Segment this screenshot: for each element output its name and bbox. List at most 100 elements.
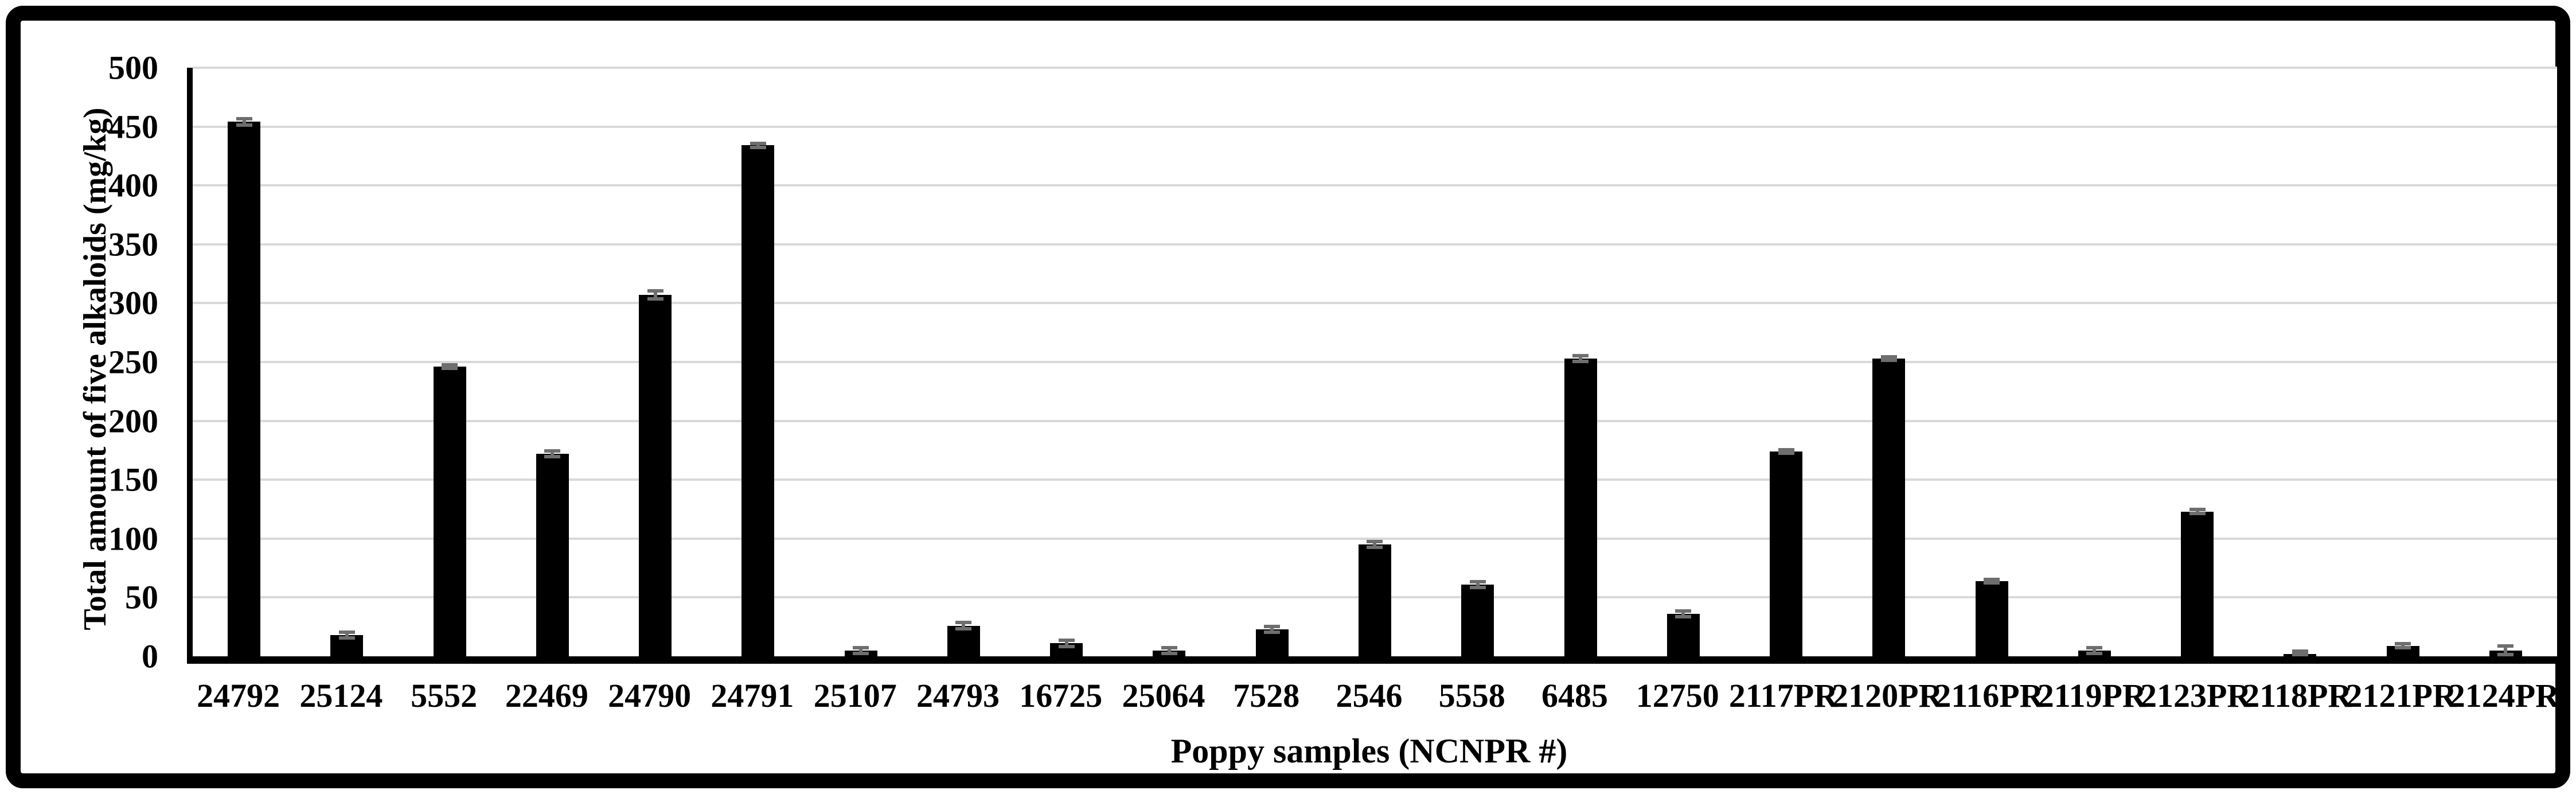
- y-tick-label-500: 500: [108, 49, 158, 87]
- bar-slot-25124: [295, 68, 398, 656]
- bar-slot-2116PR: [1940, 68, 2043, 656]
- error-bar-16725: [1064, 639, 1068, 648]
- y-tick-label-450: 450: [108, 108, 158, 146]
- error-cap-bottom-25124: [338, 636, 355, 640]
- bar-5558: [1461, 584, 1494, 656]
- error-bar-2119PR: [2093, 645, 2097, 655]
- error-cap-bottom-2117PR: [1778, 452, 1794, 456]
- error-cap-top-7528: [1264, 624, 1281, 628]
- error-bar-5552: [448, 363, 452, 371]
- error-cap-bottom-25107: [853, 651, 869, 655]
- error-cap-bottom-2116PR: [1984, 581, 2000, 585]
- x-tick-label-25124: 25124: [299, 677, 383, 714]
- error-cap-top-24793: [955, 621, 972, 625]
- x-tick-label-2120PR: 2120PR: [1832, 677, 1943, 714]
- y-tick-label-250: 250: [108, 343, 158, 381]
- error-bar-2120PR: [1887, 355, 1891, 362]
- x-tick-label-2119PR: 2119PR: [2037, 677, 2146, 714]
- error-cap-top-12750: [1675, 609, 1692, 613]
- x-axis-title: Poppy samples (NCNPR #): [1170, 732, 1568, 770]
- error-cap-bottom-7528: [1264, 630, 1281, 635]
- bar-slot-2124PR: [2454, 68, 2557, 656]
- gridline-150: [193, 478, 2557, 481]
- x-tick-label-24792: 24792: [197, 677, 280, 714]
- error-cap-bottom-22469: [544, 455, 561, 459]
- x-tick-label-12750: 12750: [1636, 677, 1719, 714]
- error-cap-top-2121PR: [2395, 642, 2411, 646]
- bar-slot-24792: [193, 68, 295, 656]
- y-tick-label-50: 50: [125, 578, 158, 616]
- gridline-200: [193, 419, 2557, 422]
- error-cap-top-22469: [544, 449, 561, 453]
- bar-2120PR: [1872, 358, 1906, 656]
- error-cap-top-25124: [338, 630, 355, 634]
- bar-chart: Total amount of five alkaloids (mg/kg) 0…: [21, 21, 2559, 773]
- bar-22469: [536, 454, 569, 656]
- y-tick-label-350: 350: [108, 225, 158, 263]
- error-bar-2546: [1373, 539, 1377, 550]
- bar-slot-25107: [810, 68, 912, 656]
- error-cap-bottom-6485: [1572, 360, 1589, 364]
- bar-slot-2121PR: [2351, 68, 2454, 656]
- error-cap-top-2117PR: [1778, 447, 1794, 452]
- error-bar-2124PR: [2504, 644, 2508, 656]
- gridline-100: [193, 537, 2557, 540]
- error-cap-bottom-2118PR: [2292, 653, 2308, 656]
- error-cap-bottom-5552: [442, 367, 458, 371]
- error-cap-top-6485: [1572, 353, 1589, 357]
- bar-slot-12750: [1632, 68, 1735, 656]
- error-bar-5558: [1476, 579, 1480, 590]
- error-cap-bottom-25064: [1161, 651, 1177, 655]
- bar-24792: [228, 122, 261, 656]
- error-cap-top-16725: [1058, 639, 1075, 643]
- bar-24793: [947, 625, 980, 656]
- gridline-400: [193, 184, 2557, 187]
- x-tick-label-2123PR: 2123PR: [2140, 677, 2251, 714]
- x-tick-label-6485: 6485: [1541, 677, 1609, 714]
- bar-2123PR: [2181, 511, 2214, 656]
- bar-slot-24790: [604, 68, 707, 656]
- gridline-250: [193, 361, 2557, 363]
- error-bar-24793: [962, 621, 966, 630]
- error-cap-bottom-2120PR: [1880, 359, 1897, 362]
- bar-slot-7528: [1221, 68, 1324, 656]
- bar-slot-25064: [1118, 68, 1220, 656]
- error-cap-bottom-24790: [647, 297, 663, 301]
- x-tick-label-2118PR: 2118PR: [2243, 677, 2352, 714]
- error-cap-top-2116PR: [1984, 577, 2000, 581]
- y-tick-label-150: 150: [108, 461, 158, 499]
- y-tick-label-0: 0: [142, 637, 158, 675]
- error-bar-25124: [345, 630, 349, 640]
- error-cap-top-2119PR: [2086, 645, 2103, 649]
- error-cap-bottom-5558: [1469, 586, 1486, 590]
- error-cap-bottom-2124PR: [2497, 653, 2514, 656]
- error-bar-2117PR: [1784, 447, 1788, 456]
- error-cap-top-24791: [750, 142, 766, 146]
- error-bar-25107: [859, 645, 863, 655]
- error-cap-bottom-24792: [236, 123, 252, 127]
- error-cap-top-24792: [236, 117, 252, 121]
- bar-slot-5552: [399, 68, 501, 656]
- error-cap-bottom-16725: [1058, 644, 1075, 648]
- gridline-500: [193, 67, 2557, 69]
- y-axis-tick-labels: 0 50 100 150 200 250 300 350 400 450 500: [21, 49, 158, 675]
- error-cap-bottom-2123PR: [2189, 511, 2206, 515]
- bar-slot-2123PR: [2146, 68, 2249, 656]
- bar-slot-24791: [707, 68, 809, 656]
- error-bar-6485: [1579, 353, 1583, 364]
- bar-slot-16725: [1015, 68, 1118, 656]
- error-cap-top-2120PR: [1880, 355, 1897, 359]
- error-bar-24791: [756, 142, 760, 149]
- gridline-450: [193, 125, 2557, 128]
- bar-2546: [1358, 544, 1391, 656]
- error-bar-2116PR: [1990, 577, 1994, 585]
- bar-slot-2119PR: [2043, 68, 2146, 656]
- error-bar-7528: [1270, 624, 1274, 635]
- error-cap-top-25064: [1161, 645, 1177, 649]
- error-cap-top-2118PR: [2292, 649, 2308, 653]
- x-tick-label-2546: 2546: [1336, 677, 1403, 714]
- gridline-350: [193, 243, 2557, 246]
- bar-slot-2117PR: [1735, 68, 1837, 656]
- x-tick-label-24790: 24790: [608, 677, 692, 714]
- y-tick-label-200: 200: [108, 402, 158, 440]
